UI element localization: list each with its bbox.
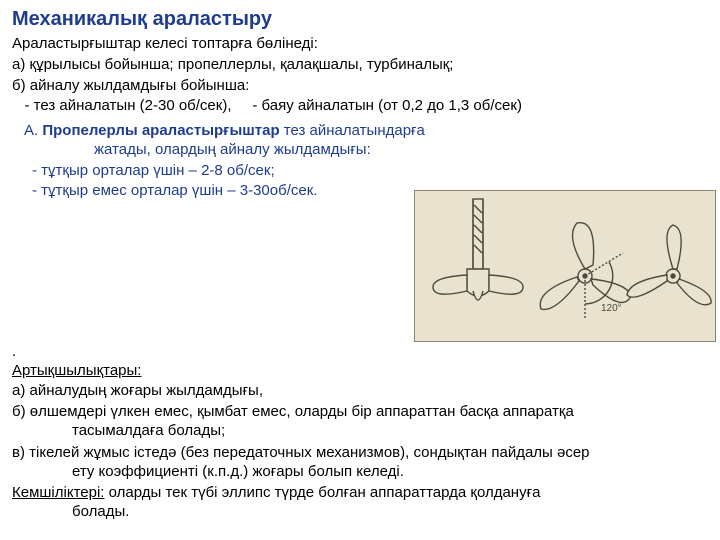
intro-line-2: а) құрылысы бойынша; пропеллерлы, қалақш… [12, 56, 708, 75]
section-a-heading-cont: жатады, олардың айналу жылдамдығы: [24, 141, 708, 160]
lone-dot: . [12, 343, 708, 360]
advantages-title: Артықшылықтары: [12, 362, 708, 379]
section-a-heading: А. Пропелерлы араластырғыштар тез айнала… [24, 122, 708, 160]
disadvantages-label: Кемшіліктері: [12, 484, 104, 501]
intro-line-4: - тез айналатын (2-30 об/сек), - баяу ай… [12, 97, 708, 116]
advantage-a: а) айналудың жоғары жылдамдығы, [12, 381, 708, 400]
disadvantages-text-2: болады. [12, 502, 708, 521]
intro-line-1: Араластырғыштар келесі топтарға бөлінеді… [12, 35, 708, 54]
propeller-figure: 120° [414, 190, 716, 342]
advantage-v: в) тікелей жұмыс істедә (без передаточны… [12, 443, 708, 481]
document-page: Механикалық араластыру Араластырғыштар к… [0, 0, 720, 540]
disadvantages-text-1: оларды тек түбі эллипс түрде болған аппа… [104, 484, 540, 501]
advantage-b-line1: б) өлшемдері үлкен емес, қымбат емес, ол… [12, 403, 574, 420]
advantage-b-line2: тасымалдаға болады; [12, 421, 708, 440]
section-a-bullet-1: - тұтқыр орталар үшін – 2-8 об/сек; [24, 162, 708, 181]
advantage-v-line1: в) тікелей жұмыс істедә (без передаточны… [12, 444, 590, 461]
section-a-bold: Пропелерлы араластырғыштар [42, 122, 279, 139]
angle-label: 120° [601, 303, 622, 314]
page-title: Механикалық араластыру [12, 8, 708, 31]
advantage-v-line2: ету коэффициенті (к.п.д.) жоғары болып к… [12, 462, 708, 481]
advantage-b: б) өлшемдері үлкен емес, қымбат емес, ол… [12, 402, 708, 440]
section-a-rest: тез айналатындарға [280, 122, 425, 139]
intro-block: Араластырғыштар келесі топтарға бөлінеді… [12, 35, 708, 116]
intro-line-3: б) айналу жылдамдығы бойынша: [12, 77, 708, 96]
propeller-svg: 120° [415, 191, 715, 341]
section-a-prefix: А. [24, 122, 42, 139]
disadvantages: Кемшіліктері: оларды тек түбі эллипс түр… [12, 483, 708, 521]
